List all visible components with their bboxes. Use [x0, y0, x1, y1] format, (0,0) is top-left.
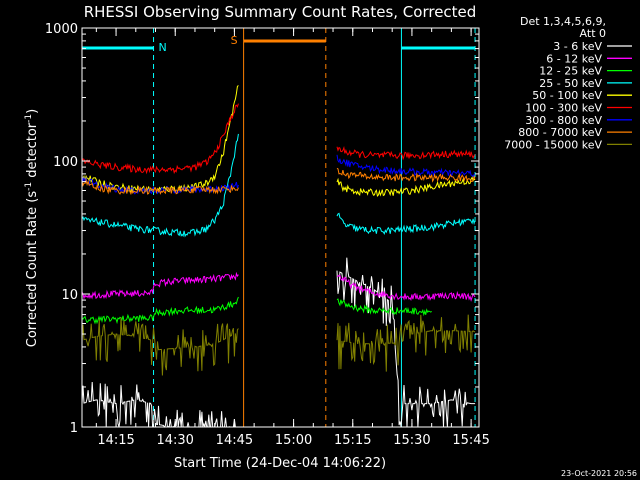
series-1: [81, 271, 476, 302]
series-3: [81, 133, 476, 238]
series-5-line-1: [336, 145, 476, 161]
vertical-markers-layer: [153, 28, 476, 427]
flags-layer: NS: [82, 34, 476, 54]
series-2: [81, 296, 432, 325]
legend-label-5: 100 - 300 keV: [525, 102, 602, 115]
x-tick-label-4: 15:15: [334, 433, 371, 448]
y-axis-label-main: Corrected Count Rate (s: [25, 191, 40, 348]
chart-title: RHESSI Observing Summary Count Rates, Co…: [84, 3, 477, 21]
series-0: [81, 257, 476, 428]
y-axis-label-tail: detector: [25, 122, 40, 182]
y-tick-label-3: 1000: [45, 22, 78, 37]
y-tick-label-2: 100: [53, 155, 78, 170]
series-3-line-0: [81, 133, 239, 238]
x-tick-label-0: 14:15: [97, 433, 134, 448]
timestamp: 23-Oct-2021 20:56: [561, 469, 637, 478]
series-1-line-0: [81, 271, 239, 300]
legend-label-8: 7000 - 15000 keV: [504, 138, 602, 151]
y-tick-label-0: 1: [70, 421, 78, 436]
series-7-line-0: [81, 178, 239, 196]
x-tick-label-1: 14:30: [156, 433, 193, 448]
legend-label-2: 12 - 25 keV: [539, 65, 602, 78]
axes-layer: 14:15 14:30 14:45 15:00 15:15 15:30 15:45 1 10 10…: [45, 22, 490, 448]
x-axis-label: Start Time (24-Dec-04 14:06:22): [174, 456, 386, 471]
y-tick-label-1: 10: [61, 288, 78, 303]
y-axis-label-end: ): [25, 109, 40, 114]
legend-label-4: 50 - 100 keV: [532, 89, 602, 102]
y-axis-label-sup2: -1: [24, 114, 34, 123]
series-7: [81, 167, 476, 196]
series-8-line-1: [336, 314, 476, 372]
series-1-line-1: [336, 274, 476, 302]
legend-header-1: Att 0: [580, 27, 606, 40]
series-7-line-1: [336, 167, 476, 183]
series-5: [81, 103, 476, 175]
flag-1-label: S: [231, 34, 238, 47]
series-0-line-1: [336, 257, 476, 428]
flag-0-label: N: [159, 41, 167, 54]
series-layer: [81, 85, 476, 428]
series-5-line-0: [81, 103, 239, 175]
legend-label-7: 800 - 7000 keV: [518, 126, 602, 139]
x-tick-label-3: 15:00: [275, 433, 312, 448]
series-4-line-1: [336, 176, 476, 198]
series-8-line-0: [81, 317, 239, 376]
series-8: [81, 314, 476, 376]
legend-header-0: Det 1,3,4,5,6,9,: [520, 15, 606, 28]
x-tick-label-6: 15:45: [452, 433, 489, 448]
legend-label-0: 3 - 6 keV: [553, 40, 602, 53]
legend-label-3: 25 - 50 keV: [539, 77, 602, 90]
series-0-line-0: [81, 381, 239, 428]
series-2-line-1: [336, 298, 432, 317]
y-axis-label-sup: -1: [24, 182, 34, 191]
plot-frame: [81, 27, 480, 428]
series-2-line-0: [81, 296, 239, 325]
series-3-line-1: [336, 212, 476, 235]
legend-label-6: 300 - 800 keV: [525, 114, 602, 127]
series-6-line-1: [336, 154, 476, 179]
legend-label-1: 6 - 12 keV: [546, 52, 602, 65]
y-axis-label: Corrected Count Rate (s-1 detector-1): [24, 109, 40, 347]
x-tick-label-5: 15:30: [393, 433, 430, 448]
x-tick-label-2: 14:45: [216, 433, 253, 448]
